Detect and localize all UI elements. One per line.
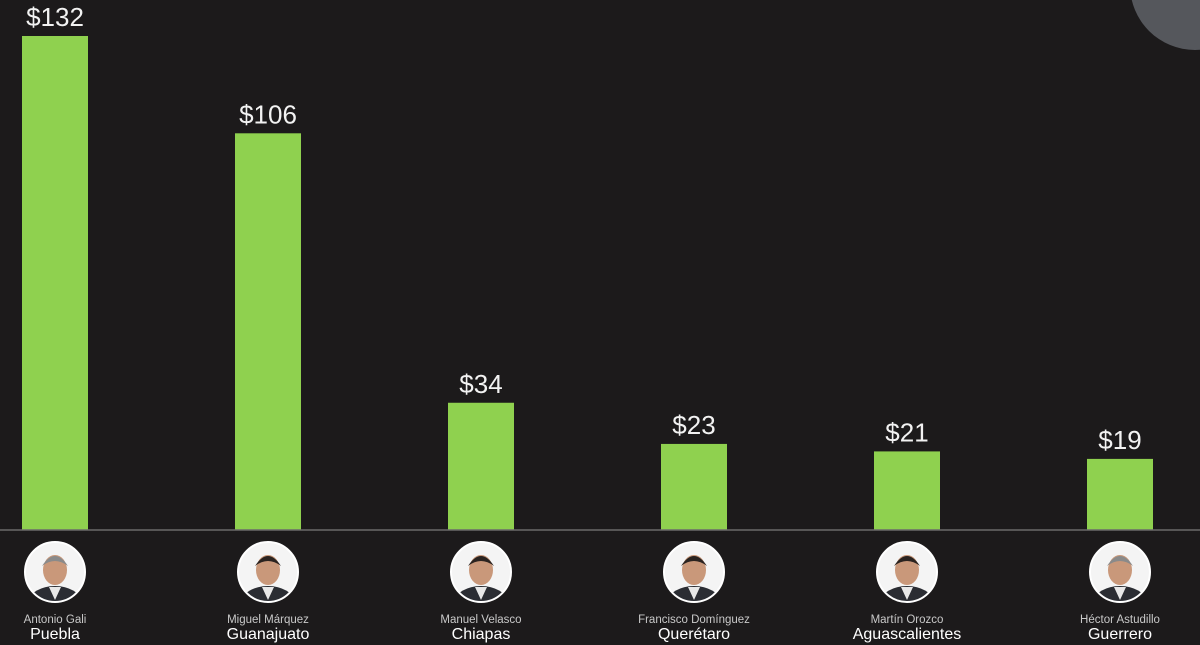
avatar-portrait — [664, 542, 724, 602]
avatar-ring — [1089, 541, 1151, 603]
bar-puebla — [22, 36, 88, 530]
bar-guerrero — [1087, 458, 1153, 530]
person-name: Manuel Velasco — [440, 614, 521, 626]
category-label: Querétaro — [658, 626, 730, 643]
avatar-ring — [663, 541, 725, 603]
category-label: Puebla — [30, 626, 80, 643]
category-label: Chiapas — [452, 626, 511, 643]
value-labels-layer: $132 $106 $34 $23 $21 $19 — [26, 2, 1142, 455]
person-name: Martín Orozco — [871, 614, 944, 626]
bar-guanajuato — [235, 133, 301, 530]
bars-layer — [22, 36, 1153, 530]
category-label: Guerrero — [1088, 626, 1152, 643]
avatar-portrait — [238, 542, 298, 602]
person-name: Miguel Márquez — [227, 614, 309, 626]
category-label: Guanajuato — [227, 626, 310, 643]
category-label: Aguascalientes — [853, 626, 962, 643]
avatar-portrait — [451, 542, 511, 602]
person-name: Héctor Astudillo — [1080, 614, 1160, 626]
value-label: $21 — [885, 417, 928, 447]
value-label: $132 — [26, 2, 84, 32]
avatar-portrait — [25, 542, 85, 602]
value-label: $34 — [459, 369, 502, 399]
value-label: $19 — [1098, 425, 1141, 455]
value-label: $106 — [239, 99, 297, 129]
bar-querétaro — [661, 443, 727, 530]
avatar-ring — [237, 541, 299, 603]
person-name: Antonio Gali — [24, 614, 87, 626]
avatar-ring — [24, 541, 86, 603]
person-name: Francisco Domínguez — [638, 614, 750, 626]
avatars-layer — [24, 541, 1151, 603]
value-label: $23 — [672, 410, 715, 440]
avatar-ring — [450, 541, 512, 603]
bar-chiapas — [448, 402, 514, 530]
bar-aguascalientes — [874, 451, 940, 530]
avatar-ring — [876, 541, 938, 603]
avatar-portrait — [1090, 542, 1150, 602]
avatar-portrait — [877, 542, 937, 602]
